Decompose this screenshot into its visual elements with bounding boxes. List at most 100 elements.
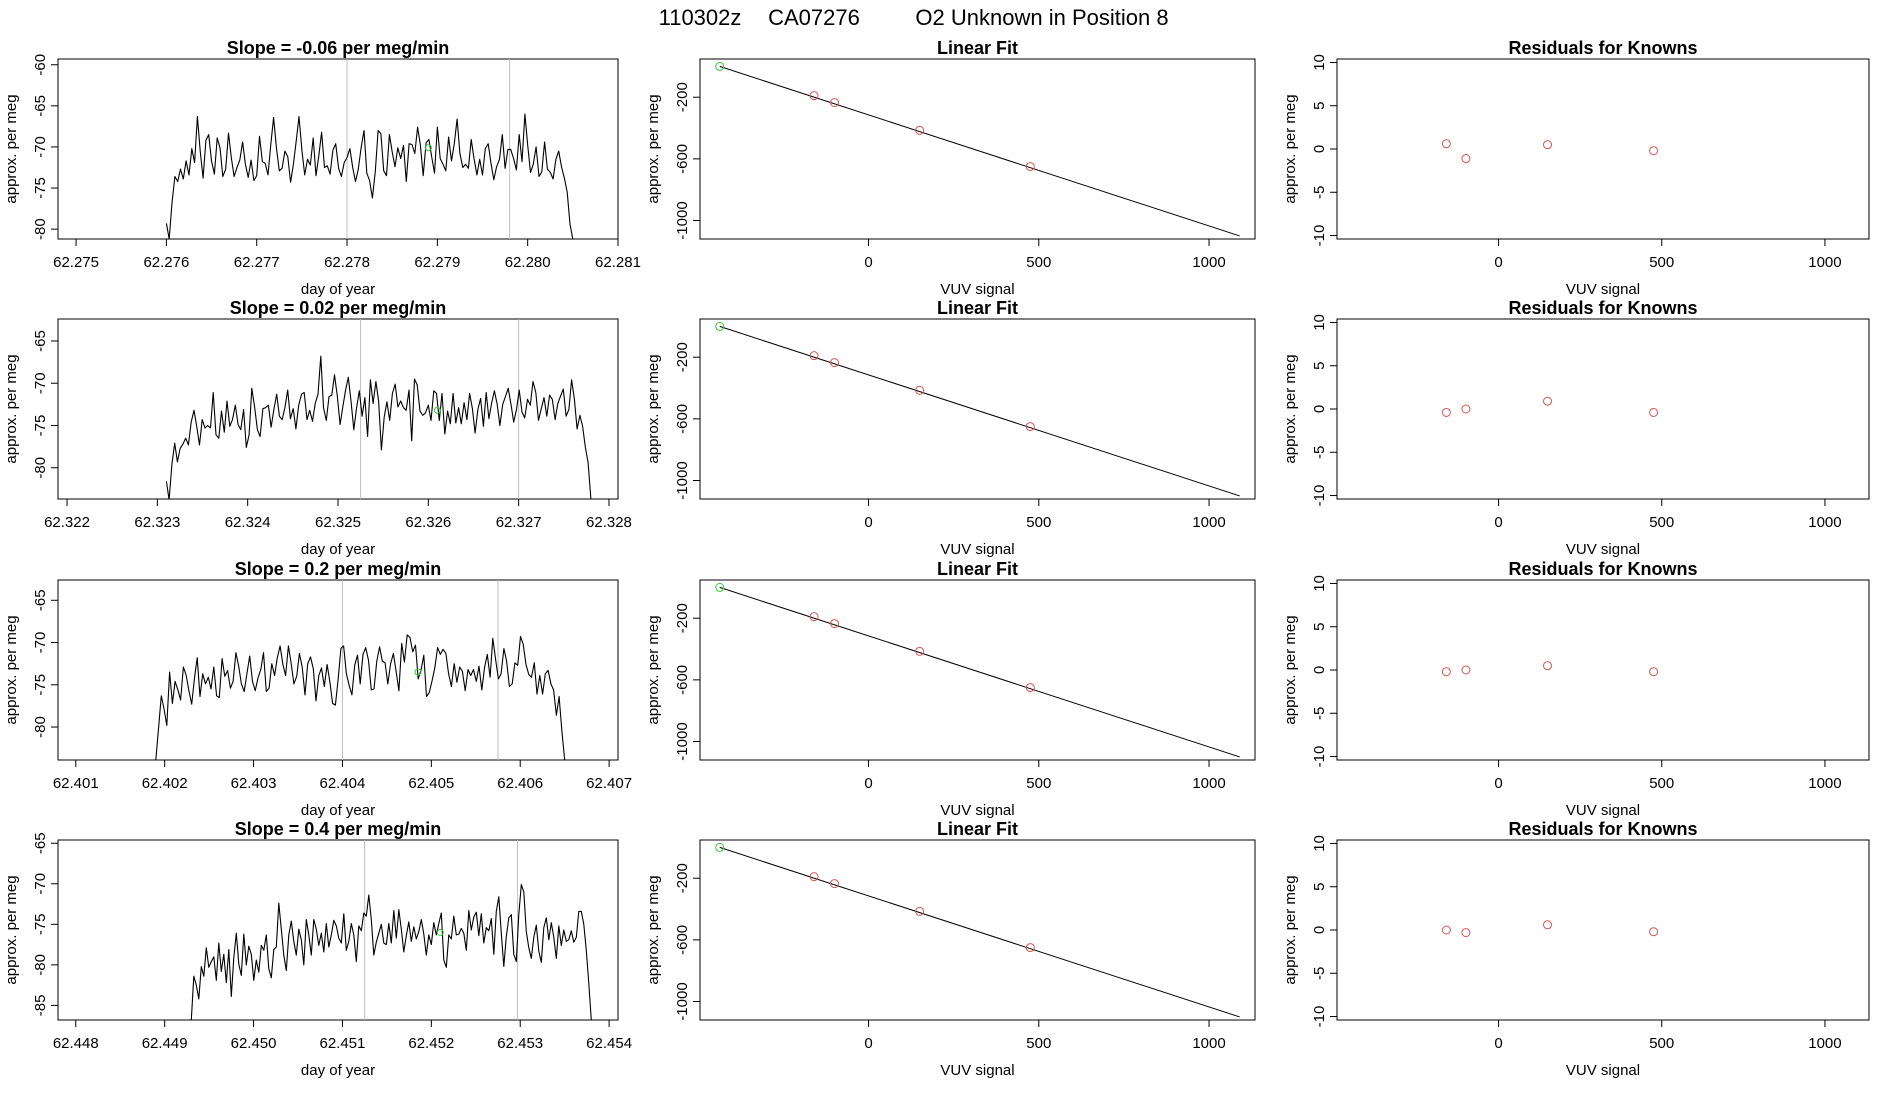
data-layer — [190, 840, 592, 1020]
x-tick-label: 62.448 — [53, 1035, 99, 1052]
x-tick-label: 62.279 — [414, 254, 460, 271]
unknown-point — [715, 321, 725, 331]
panel-title: Residuals for Knowns — [1508, 38, 1697, 58]
plot-frame — [699, 839, 1256, 1021]
y-tick-label: 0 — [1311, 405, 1328, 413]
y-tick-label: -10 — [1311, 746, 1328, 768]
y-tick-label: -200 — [674, 342, 691, 372]
x-tick-label: 62.281 — [595, 254, 641, 271]
x-tick-label: 1000 — [1192, 775, 1225, 792]
y-tick-label: -80 — [32, 218, 49, 240]
x-axis-label: day of year — [301, 802, 375, 819]
panel-title: Linear Fit — [937, 298, 1018, 318]
y-tick-label: -200 — [674, 82, 691, 112]
y-axis-label: approx. per meg — [3, 94, 20, 203]
x-tick-label: 1000 — [1808, 514, 1841, 531]
known-point — [915, 906, 925, 916]
y-tick-label: -1000 — [674, 982, 691, 1020]
x-tick-label: 500 — [1649, 1035, 1674, 1052]
y-tick-label: 10 — [1311, 835, 1328, 852]
x-tick-label: 1000 — [1808, 254, 1841, 271]
x-tick-label: 1000 — [1192, 1035, 1225, 1052]
y-axis-label: approx. per meg — [645, 615, 662, 724]
x-axis-label: VUV signal — [1566, 541, 1640, 558]
x-tick-label: 1000 — [1808, 775, 1841, 792]
x-tick-label: 62.280 — [505, 254, 551, 271]
plot-frame — [57, 579, 619, 761]
residuals-panel-row-2: Residuals for Knowns VUV signal approx. pe… — [1282, 298, 1870, 558]
y-tick-label: -5 — [1311, 186, 1328, 199]
residual-point — [1461, 665, 1471, 675]
x-tick-label: 62.324 — [225, 514, 271, 531]
y-tick-label: 0 — [1311, 926, 1328, 934]
residual-point — [1543, 661, 1553, 671]
y-tick-label: 0 — [1311, 145, 1328, 153]
x-tick-label: 0 — [1494, 514, 1502, 531]
x-tick-label: 62.449 — [142, 1035, 188, 1052]
known-point — [829, 619, 839, 629]
panel-title: Residuals for Knowns — [1508, 298, 1697, 318]
x-tick-label: 1000 — [1192, 514, 1225, 531]
x-tick-label: 62.276 — [143, 254, 189, 271]
y-axis-label: approx. per meg — [1282, 615, 1299, 724]
x-tick-label: 62.404 — [319, 775, 365, 792]
y-tick-label: -10 — [1311, 225, 1328, 247]
residual-point — [1441, 925, 1451, 935]
x-axis-label: day of year — [301, 1062, 375, 1079]
residual-point — [1461, 928, 1471, 938]
data-layer — [165, 319, 592, 499]
fit-panel-row-1: Linear Fit VUV signal approx. per meg 0 500 1… — [645, 38, 1256, 298]
y-tick-label: -600 — [674, 665, 691, 695]
y-tick-label: -600 — [674, 925, 691, 955]
y-axis-label: approx. per meg — [3, 615, 20, 724]
y-tick-label: -5 — [1311, 707, 1328, 720]
x-tick-label: 500 — [1649, 775, 1674, 792]
y-axis-label: approx. per meg — [3, 875, 20, 984]
data-layer — [1441, 139, 1659, 164]
panel-title: Linear Fit — [937, 819, 1018, 839]
y-tick-label: -600 — [674, 404, 691, 434]
unknown-marker — [433, 406, 441, 414]
residuals-panel-row-3: Residuals for Knowns VUV signal approx. pe… — [1282, 559, 1870, 819]
residual-point — [1649, 927, 1659, 937]
chart-grid: Slope = -0.06 per meg/min day of year appr… — [3, 38, 1870, 1079]
known-point — [1025, 422, 1035, 432]
fit-panel-row-4: Linear Fit VUV signal approx. per meg 0 500 1… — [645, 819, 1256, 1079]
trace-panel-row-1: Slope = -0.06 per meg/min day of year appr… — [3, 38, 641, 298]
panel-title: Linear Fit — [937, 559, 1018, 579]
x-tick-label: 62.275 — [53, 254, 99, 271]
fit-line — [719, 586, 1240, 758]
x-tick-label: 1000 — [1192, 254, 1225, 271]
x-axis-label: VUV signal — [940, 541, 1014, 558]
fit-panel-row-2: Linear Fit VUV signal approx. per meg 0 500 1… — [645, 298, 1256, 558]
plot-frame — [699, 58, 1256, 240]
residuals-panel-row-1: Residuals for Knowns VUV signal approx. pe… — [1282, 38, 1870, 298]
panel-title: Residuals for Knowns — [1508, 559, 1697, 579]
plot-frame — [57, 318, 619, 500]
unknown-marker — [424, 144, 432, 152]
y-axis-label: approx. per meg — [645, 875, 662, 984]
x-axis-label: VUV signal — [1566, 281, 1640, 298]
data-layer — [1441, 661, 1659, 677]
y-tick-label: -1000 — [674, 201, 691, 239]
known-point — [829, 98, 839, 108]
y-tick-label: 10 — [1311, 314, 1328, 331]
x-tick-label: 500 — [1026, 514, 1051, 531]
y-axis-label: approx. per meg — [1282, 875, 1299, 984]
figure-title-tank: CA07276 — [768, 5, 860, 30]
y-axis-label: approx. per meg — [1282, 354, 1299, 463]
data-layer — [1441, 920, 1659, 938]
y-tick-label: -75 — [32, 415, 49, 437]
x-tick-label: 62.277 — [234, 254, 280, 271]
x-tick-label: 500 — [1026, 1035, 1051, 1052]
residual-point — [1441, 407, 1451, 417]
y-axis-label: approx. per meg — [1282, 94, 1299, 203]
panel-title: Slope = 0.4 per meg/min — [235, 819, 442, 839]
x-axis-label: VUV signal — [940, 281, 1014, 298]
known-point — [809, 91, 819, 101]
x-tick-label: 62.403 — [231, 775, 277, 792]
plot-frame — [699, 579, 1256, 761]
y-tick-label: -200 — [674, 603, 691, 633]
y-tick-label: 10 — [1311, 575, 1328, 592]
